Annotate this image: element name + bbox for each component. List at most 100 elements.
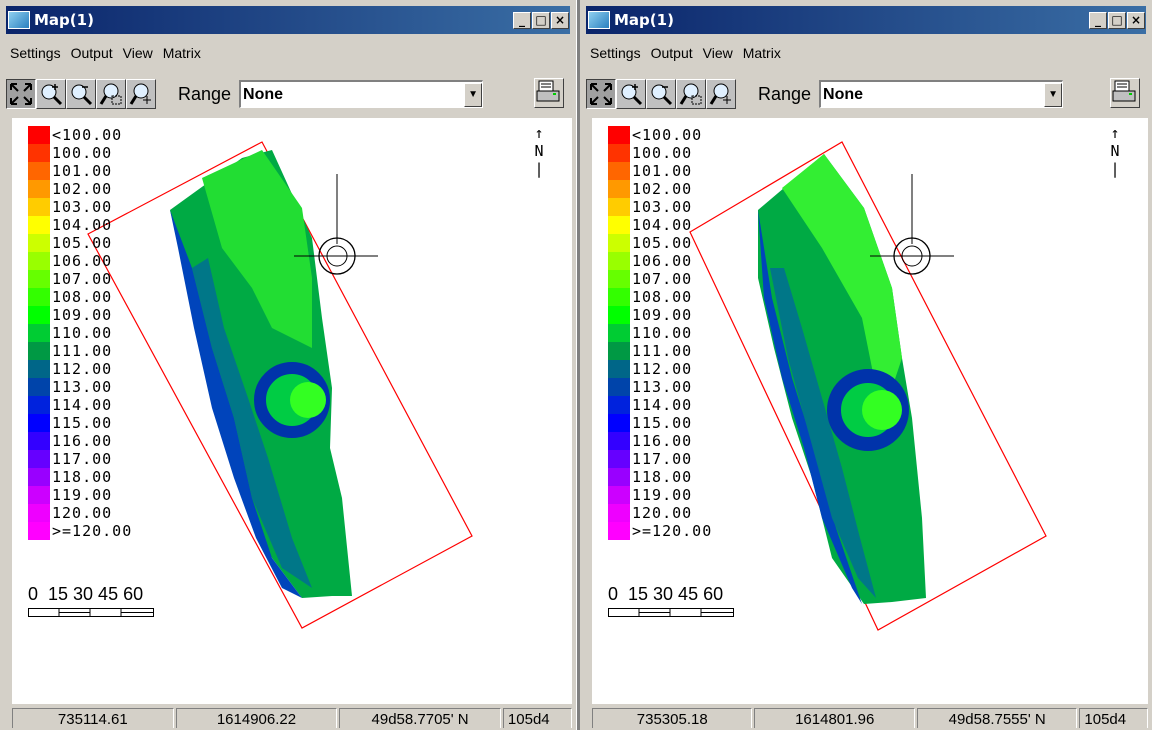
menu-matrix[interactable]: Matrix [162, 45, 201, 61]
menu-output[interactable]: Output [70, 45, 113, 61]
legend-item: 106.00 [28, 252, 132, 270]
legend-item: <100.00 [608, 126, 712, 144]
legend-label: 113.00 [632, 378, 693, 396]
legend-swatch [608, 180, 630, 198]
title-bar: Map(1) _ □ × [6, 6, 570, 34]
zoom-window-button[interactable] [676, 79, 706, 109]
coverage-mid-band [770, 268, 876, 598]
maximize-button[interactable]: □ [1108, 11, 1126, 29]
app-map-icon [8, 11, 30, 29]
toolbar: Range None ▼ [586, 74, 1146, 114]
legend-swatch [28, 306, 50, 324]
legend-item: 102.00 [608, 180, 712, 198]
legend-swatch [28, 234, 50, 252]
status-easting: 735305.18 [592, 708, 753, 728]
legend-item: 118.00 [28, 468, 132, 486]
pan-button[interactable] [126, 79, 156, 109]
legend-label: 110.00 [52, 324, 113, 342]
legend-item: 119.00 [608, 486, 712, 504]
legend-swatch [28, 126, 50, 144]
legend-item: 111.00 [608, 342, 712, 360]
menu-view[interactable]: View [702, 45, 733, 61]
legend-label: 104.00 [52, 216, 113, 234]
legend-item: 104.00 [28, 216, 132, 234]
coverage-deep-edge [170, 210, 302, 598]
status-bar: 735305.18 1614801.96 49d58.7555' N 105d4 [592, 708, 1150, 728]
legend-swatch [608, 396, 630, 414]
legend-label: >=120.00 [52, 522, 133, 540]
zoom-window-button[interactable] [96, 79, 126, 109]
map-window-left: Map(1) _ □ × Settings Output View Matrix… [0, 0, 576, 730]
legend-swatch [28, 216, 50, 234]
map-canvas[interactable]: <100.00 100.00 101.00 102.00 103.00 104.00 105… [592, 118, 1148, 704]
zoom-extent-button[interactable] [6, 79, 36, 109]
zoom-in-button[interactable] [36, 79, 66, 109]
zoom-in-button[interactable] [616, 79, 646, 109]
legend-item: 120.00 [28, 504, 132, 522]
legend-item: 100.00 [608, 144, 712, 162]
legend-item: 100.00 [28, 144, 132, 162]
legend-label: 106.00 [52, 252, 113, 270]
legend-swatch [608, 198, 630, 216]
legend-label: 111.00 [632, 342, 693, 360]
depth-legend: <100.00 100.00 101.00 102.00 103.00 104.00 105… [28, 126, 132, 540]
zoom-window-icon [99, 83, 122, 105]
legend-swatch [608, 126, 630, 144]
crosshair-icon [870, 174, 954, 275]
legend-item: 112.00 [608, 360, 712, 378]
menu-view[interactable]: View [122, 45, 153, 61]
range-label: Range [178, 83, 232, 104]
legend-swatch [28, 324, 50, 342]
app-map-icon [588, 11, 610, 29]
legend-label: 102.00 [52, 180, 113, 198]
status-longitude: 105d4 [502, 708, 572, 728]
legend-label: 119.00 [632, 486, 693, 504]
menu-matrix[interactable]: Matrix [742, 45, 781, 61]
range-label: Range [758, 83, 812, 104]
menu-settings[interactable]: Settings [10, 45, 61, 61]
zoom-window-icon [679, 83, 702, 105]
pan-button[interactable] [706, 79, 736, 109]
legend-label: 115.00 [632, 414, 693, 432]
close-button[interactable]: × [1127, 11, 1145, 29]
legend-swatch [28, 432, 50, 450]
range-select[interactable]: None ▼ [239, 80, 484, 108]
window-splitter[interactable] [576, 0, 580, 730]
menu-output[interactable]: Output [650, 45, 693, 61]
legend-swatch [608, 324, 630, 342]
zoom-out-button[interactable] [66, 79, 96, 109]
legend-item: 119.00 [28, 486, 132, 504]
legend-item: 110.00 [608, 324, 712, 342]
legend-swatch [28, 162, 50, 180]
legend-label: 112.00 [632, 360, 693, 378]
menu-settings[interactable]: Settings [590, 45, 641, 61]
zoom-extent-button[interactable] [586, 79, 616, 109]
status-northing: 1614801.96 [754, 708, 915, 728]
range-select[interactable]: None ▼ [819, 80, 1064, 108]
legend-label: 114.00 [632, 396, 693, 414]
legend-item: 108.00 [28, 288, 132, 306]
status-northing: 1614906.22 [175, 708, 338, 728]
minimize-button[interactable]: _ [1089, 11, 1107, 29]
legend-item: 113.00 [608, 378, 712, 396]
maximize-button[interactable]: □ [532, 11, 550, 29]
zoom-in-icon [621, 84, 643, 106]
legend-swatch [28, 414, 50, 432]
zoom-out-button[interactable] [646, 79, 676, 109]
print-button[interactable] [1110, 78, 1140, 108]
dropdown-arrow-icon[interactable]: ▼ [1044, 82, 1063, 107]
legend-item: 105.00 [28, 234, 132, 252]
legend-label: 109.00 [52, 306, 113, 324]
close-button[interactable]: × [551, 11, 569, 29]
legend-item: 109.00 [28, 306, 132, 324]
legend-label: 110.00 [632, 324, 693, 342]
map-canvas[interactable]: <100.00 100.00 101.00 102.00 103.00 104.00 105… [12, 118, 572, 704]
scale-label: 0 15 30 45 60 [608, 584, 724, 604]
survey-map [87, 141, 473, 629]
legend-item: 108.00 [608, 288, 712, 306]
legend-swatch [608, 144, 630, 162]
minimize-button[interactable]: _ [513, 11, 531, 29]
legend-item: 116.00 [608, 432, 712, 450]
dropdown-arrow-icon[interactable]: ▼ [464, 82, 483, 107]
print-button[interactable] [534, 78, 564, 108]
